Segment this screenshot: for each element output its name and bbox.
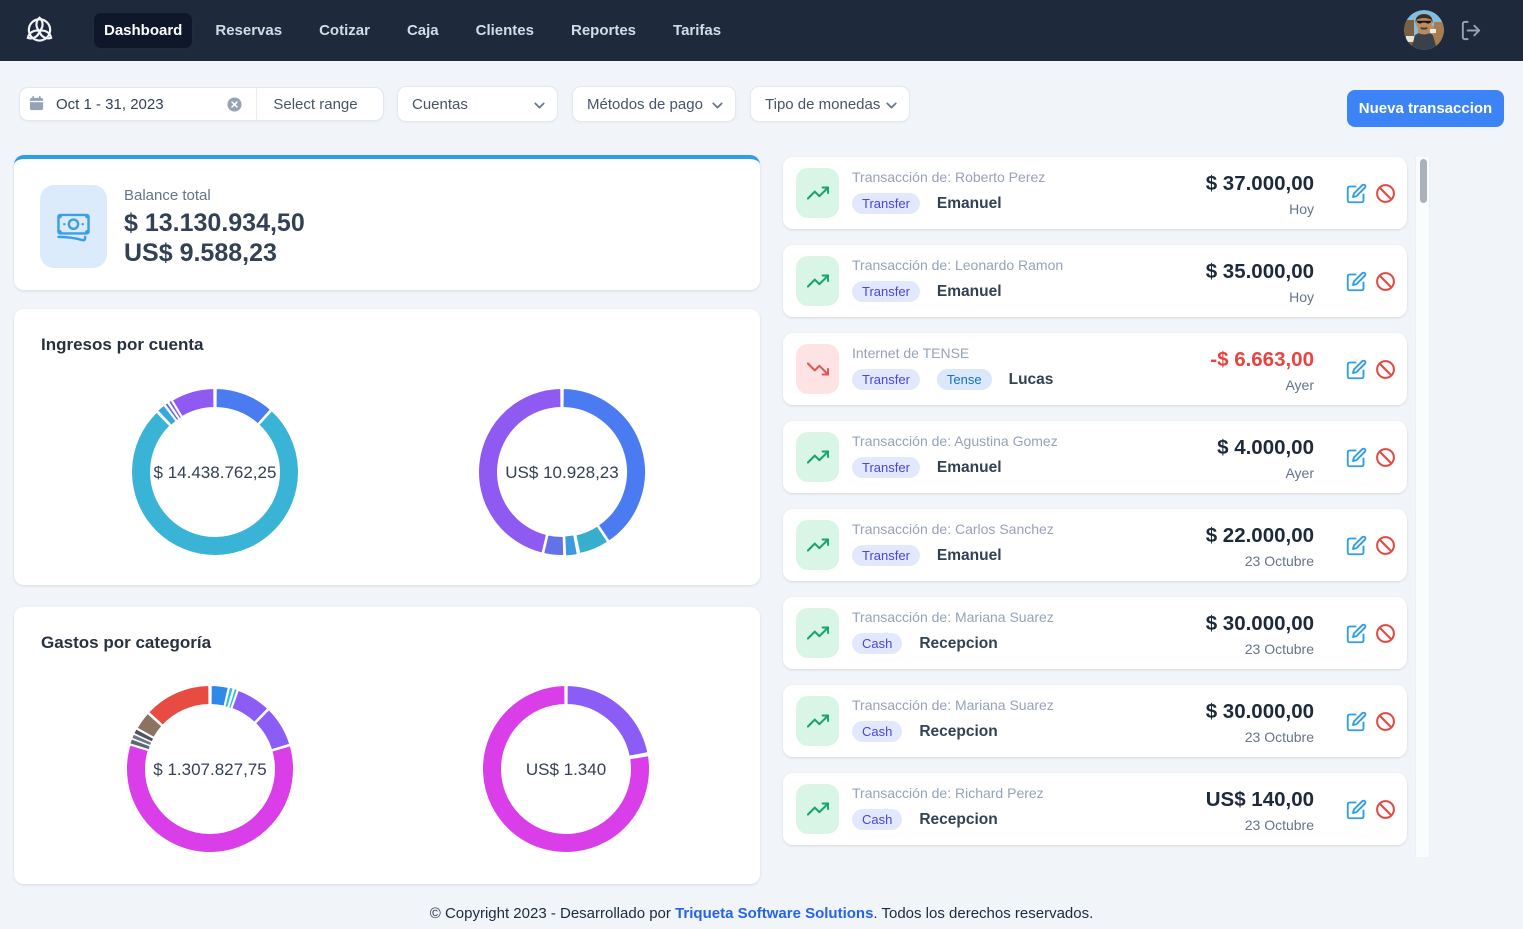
svg-text:US$ 10.928,23: US$ 10.928,23 xyxy=(505,463,618,482)
svg-text:$ 1.307.827,75: $ 1.307.827,75 xyxy=(153,760,266,779)
svg-text:$ 14.438.762,25: $ 14.438.762,25 xyxy=(153,463,276,482)
svg-text:US$ 1.340: US$ 1.340 xyxy=(526,760,606,779)
